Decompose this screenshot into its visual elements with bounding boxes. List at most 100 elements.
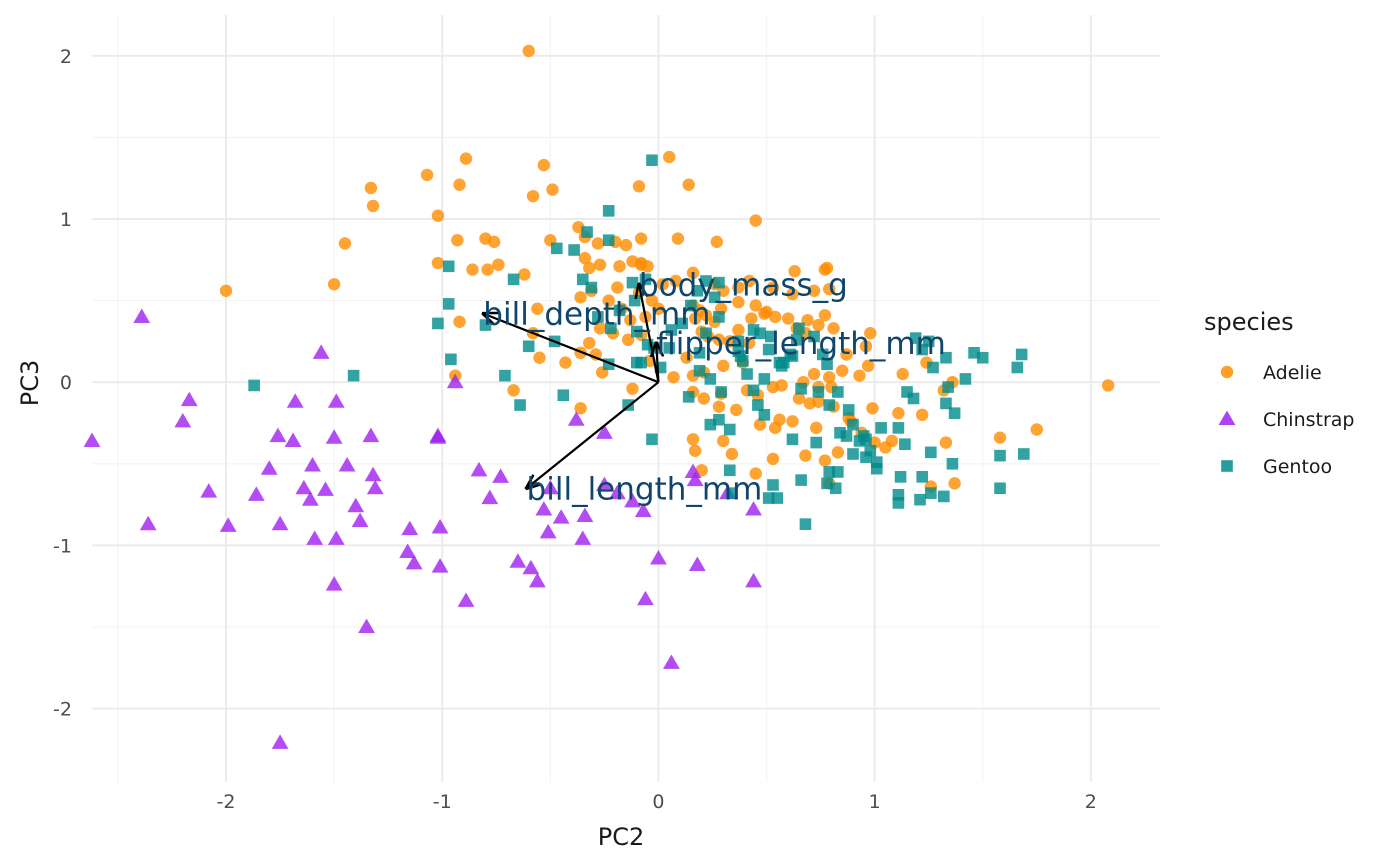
data-point: [431, 209, 445, 222]
data-point: [710, 235, 724, 249]
data-point: [654, 361, 667, 374]
data-point: [671, 232, 685, 245]
data-point: [327, 393, 345, 408]
data-point: [507, 384, 520, 397]
data-point: [366, 199, 380, 213]
data-point: [557, 389, 570, 402]
data-point: [717, 359, 730, 373]
data-point: [325, 429, 343, 444]
data-point: [786, 415, 799, 428]
data-point: [870, 462, 883, 475]
loading-label: flipper_length_mm: [656, 326, 946, 362]
data-point: [286, 393, 304, 408]
data-point: [595, 476, 613, 492]
data-point: [708, 291, 721, 304]
loading-arrow: [656, 343, 658, 383]
data-point: [492, 468, 510, 483]
loading-arrow: [639, 284, 660, 383]
data-point: [816, 348, 829, 361]
data-point: [732, 345, 745, 357]
data-point: [632, 180, 646, 193]
data-point: [832, 466, 844, 478]
data-point: [619, 238, 633, 252]
data-point: [916, 471, 928, 483]
data-point: [697, 392, 711, 405]
data-point: [481, 263, 494, 276]
data-point: [948, 477, 961, 490]
data-point: [775, 360, 788, 372]
data-point: [602, 358, 615, 371]
data-point: [602, 205, 615, 217]
data-point: [686, 266, 700, 280]
data-point: [401, 520, 419, 536]
data-point: [840, 348, 853, 361]
data-point: [771, 492, 784, 504]
data-point: [732, 296, 745, 309]
data-point: [602, 234, 615, 247]
data-point: [812, 386, 825, 398]
data-point: [663, 654, 680, 669]
data-point: [713, 311, 725, 323]
data-point: [864, 444, 877, 457]
data-point: [338, 237, 352, 250]
data-point: [1030, 423, 1043, 436]
data-point: [592, 311, 604, 323]
data-point: [457, 592, 475, 607]
data-point: [946, 457, 959, 470]
data-point: [693, 347, 706, 359]
data-point: [959, 373, 972, 385]
data-point: [831, 446, 845, 459]
data-point: [842, 404, 855, 416]
data-point: [466, 263, 479, 276]
data-point: [730, 403, 743, 417]
data-point: [901, 386, 913, 398]
data-point: [700, 327, 712, 340]
legend-key: [1221, 460, 1233, 472]
y-tick-label: 0: [60, 372, 72, 394]
data-point: [704, 373, 717, 385]
data-point: [509, 553, 527, 568]
data-point: [608, 484, 626, 500]
data-point: [431, 519, 449, 534]
data-point: [747, 324, 760, 336]
data-point: [174, 412, 192, 428]
data-point: [522, 559, 540, 575]
data-point: [552, 509, 570, 524]
data-point: [858, 430, 870, 442]
data-point: [892, 488, 905, 501]
legend-title: species: [1204, 308, 1294, 336]
x-axis-title: PC2: [598, 823, 645, 851]
data-point: [922, 335, 935, 348]
data-point: [219, 284, 233, 297]
loading-label: bill_length_mm: [527, 471, 763, 507]
data-point: [686, 433, 700, 446]
data-point: [680, 351, 693, 364]
data-point: [676, 317, 689, 330]
data-point: [821, 477, 833, 490]
data-point: [682, 391, 695, 403]
data-point: [853, 369, 866, 382]
data-point: [704, 418, 717, 431]
data-point: [792, 392, 806, 405]
data-point: [818, 263, 832, 276]
y-tick-label: -1: [53, 535, 72, 557]
data-point: [567, 411, 585, 426]
data-point: [634, 502, 652, 518]
data-point: [758, 409, 771, 421]
data-point: [821, 358, 833, 371]
data-point: [717, 434, 730, 448]
data-point: [1011, 361, 1024, 374]
data-point: [875, 422, 887, 434]
legend-key: [1220, 365, 1234, 379]
series-adelie: [219, 44, 1115, 493]
data-point: [795, 474, 807, 486]
grid: [92, 15, 1160, 782]
data-point: [925, 446, 937, 459]
y-tick-label: 2: [60, 46, 72, 68]
data-point: [942, 381, 954, 393]
legend-label: Adelie: [1263, 362, 1322, 384]
legend-key: [1218, 410, 1236, 426]
data-point: [518, 268, 531, 281]
data-point: [745, 501, 762, 516]
